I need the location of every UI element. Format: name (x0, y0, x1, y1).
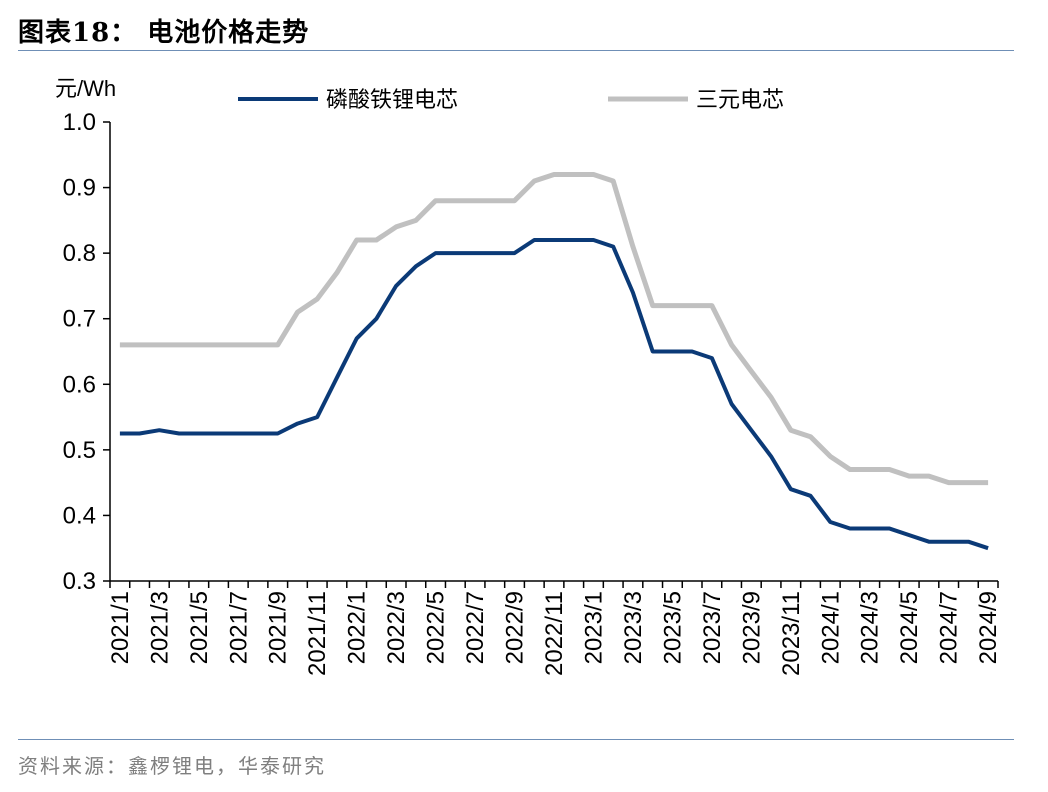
x-tick-label: 2021/7 (225, 591, 252, 664)
y-tick-label: 0.5 (63, 437, 96, 464)
figure-title: 图表18： 电池价格走势 (18, 18, 310, 48)
x-tick-label: 2022/9 (502, 591, 529, 664)
x-tick-label: 2023/7 (699, 591, 726, 664)
x-tick-label: 2023/3 (620, 591, 647, 664)
y-tick-label: 0.9 (63, 175, 96, 202)
x-tick-label: 2021/3 (146, 591, 173, 664)
x-tick-label: 2021/1 (107, 591, 134, 664)
source-rule (18, 739, 1014, 740)
y-tick-label: 0.7 (63, 306, 96, 333)
legend-label-lfp: 磷酸铁锂电芯 (326, 88, 458, 113)
x-tick-label: 2024/3 (857, 591, 884, 664)
x-tick-label: 2024/1 (817, 591, 844, 664)
y-tick-label: 0.3 (63, 568, 96, 595)
x-tick-label: 2021/11 (304, 591, 331, 676)
series-line-ncm (119, 172, 989, 486)
x-tick-label: 2024/9 (975, 591, 1002, 664)
x-tick-label: 2023/1 (580, 591, 607, 664)
x-tick-label: 2024/7 (936, 591, 963, 664)
x-tick-label: 2022/1 (344, 591, 371, 664)
legend-label-ncm: 三元电芯 (696, 88, 784, 113)
x-tick-label: 2023/5 (659, 591, 686, 664)
source-note: 资料来源：鑫椤锂电，华泰研究 (18, 754, 326, 778)
x-tick-label: 2022/3 (383, 591, 410, 664)
title-rule (18, 50, 1014, 51)
series-line-lfp (119, 238, 989, 551)
y-tick-label: 0.4 (63, 502, 96, 529)
x-tick-label: 2024/5 (896, 591, 923, 664)
x-tick-label: 2023/11 (778, 591, 805, 676)
x-tick-label: 2021/5 (186, 591, 213, 664)
line-chart: 1.0 0.9 0.8 0.7 0.6 0.5 0.4 0.3 元/Wh 2021/1 2021/3… (55, 76, 1002, 676)
x-tick-label: 2022/11 (541, 591, 568, 676)
x-tick-label: 2023/9 (738, 591, 765, 664)
x-tick-label: 2022/7 (462, 591, 489, 664)
y-tick-label: 0.8 (63, 240, 96, 267)
x-tick-label: 2022/5 (423, 591, 450, 664)
y-axis-unit-label: 元/Wh (55, 76, 116, 101)
y-tick-label: 0.6 (63, 371, 96, 398)
x-tick-label: 2021/9 (265, 591, 292, 664)
y-tick-label: 1.0 (63, 109, 96, 136)
